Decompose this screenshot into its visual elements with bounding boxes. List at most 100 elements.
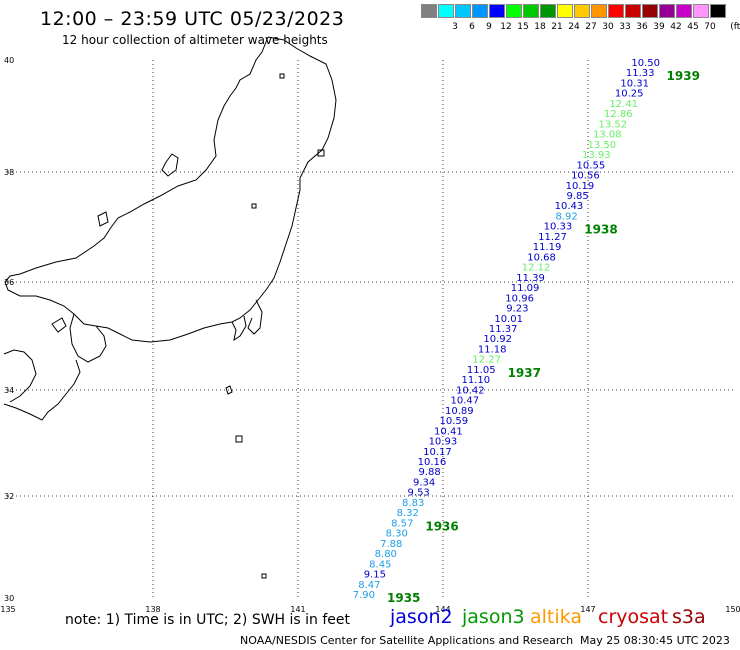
legend-swatch (523, 4, 539, 18)
legend-label: 70 (704, 22, 716, 32)
footer-credit: NOAA/NESDIS Center for Satellite Applica… (240, 634, 574, 647)
legend-swatch (557, 4, 573, 18)
shikoku-coastline (3, 349, 37, 403)
lat-label: 32 (4, 492, 14, 501)
swh-value: 13.52 (598, 119, 627, 130)
swh-value: 8.80 (375, 549, 397, 560)
legend-swatch (455, 4, 471, 18)
swh-value: 8.30 (386, 529, 408, 540)
legend-swatch (676, 4, 692, 18)
map-title: 12:00 – 23:59 UTC 05/23/2023 (40, 8, 345, 30)
swh-value: 10.89 (445, 406, 474, 417)
legend-label: 3 (452, 22, 458, 32)
legend-swatch (625, 4, 641, 18)
swh-value: 13.08 (593, 130, 622, 141)
legend-swatch (421, 4, 437, 18)
swh-value: 10.59 (440, 416, 469, 427)
axis-labels: 135 138 141 144 147 150 30 32 34 36 38 40 (0, 56, 740, 614)
swh-value: 9.88 (419, 467, 441, 478)
lat-label: 34 (4, 386, 14, 395)
izu-islet-1 (225, 385, 233, 395)
sado-island (161, 153, 179, 177)
pass-time-label: 1939 (667, 69, 700, 83)
swh-value: 10.33 (544, 222, 573, 233)
swh-value: 9.23 (506, 304, 528, 315)
kii-peninsula (69, 313, 107, 363)
generated-timestamp: May 25 08:30:45 UTC 2023 (580, 634, 730, 647)
lat-label: 38 (4, 168, 14, 177)
lon-label: 141 (290, 605, 305, 614)
swh-value: 10.19 (566, 181, 595, 192)
swh-value: 10.93 (429, 437, 458, 448)
legend-swatch (642, 4, 658, 18)
satellite-s3a: s3a (672, 606, 706, 628)
legend-unit: (ft) (730, 22, 740, 32)
legend-label: 24 (568, 22, 580, 32)
swh-value: 7.90 (353, 590, 375, 601)
satellite-jason2: jason2 (390, 606, 453, 628)
swh-value: 12.41 (609, 99, 638, 110)
swh-value: 12.86 (604, 109, 633, 120)
izu-islet-3 (261, 573, 267, 579)
lon-label: 150 (725, 605, 740, 614)
swh-value: 10.56 (571, 171, 600, 182)
swh-value: 11.27 (538, 232, 567, 243)
lat-label: 40 (4, 56, 14, 65)
noto-island (97, 211, 109, 227)
legend-label: 30 (602, 22, 614, 32)
legend-swatch (591, 4, 607, 18)
swh-value: 10.42 (456, 385, 485, 396)
swh-value: 10.01 (494, 314, 523, 325)
legend-swatch (472, 4, 488, 18)
swh-value: 8.47 (358, 580, 380, 591)
swh-value: 11.09 (511, 283, 540, 294)
swh-value: 11.18 (478, 344, 507, 355)
legend-label: 21 (551, 22, 563, 32)
legend-label: 9 (486, 22, 492, 32)
legend-label: 6 (469, 22, 475, 32)
lon-label: 138 (145, 605, 160, 614)
legend-swatch (574, 4, 590, 18)
swh-value: 12.12 (522, 263, 551, 274)
swh-value: 8.92 (556, 211, 578, 222)
swh-value: 11.33 (626, 68, 655, 79)
swh-value: 9.85 (566, 191, 588, 202)
swh-value: 8.57 (391, 518, 413, 529)
legend-swatch (659, 4, 675, 18)
map-subtitle: 12 hour collection of altimeter wave hei… (62, 33, 328, 47)
swh-value: 11.37 (489, 324, 518, 335)
swh-value: 10.55 (577, 160, 606, 171)
swh-value: 13.93 (582, 150, 611, 161)
legend-label: 18 (534, 22, 546, 32)
swh-value: 10.50 (631, 58, 660, 69)
legend-swatch (710, 4, 726, 18)
legend-swatch (608, 4, 624, 18)
lon-label: 144 (435, 605, 450, 614)
swh-value: 7.88 (380, 539, 402, 550)
note-text: note: 1) Time is in UTC; 2) SWH is in fe… (65, 612, 351, 628)
swh-value: 10.41 (434, 426, 463, 437)
swh-value: 10.43 (555, 201, 584, 212)
swh-value: 10.31 (620, 78, 649, 89)
swh-value: 10.96 (505, 293, 534, 304)
lon-label: 147 (580, 605, 595, 614)
lake-islet (251, 203, 257, 209)
legend-label: 45 (687, 22, 699, 32)
pass-time-label: 1936 (425, 519, 458, 533)
swh-value: 10.68 (527, 252, 556, 263)
altimeter-track: 10.5011.3310.3110.2512.4112.8613.5213.08… (353, 58, 660, 601)
lon-label: 135 (0, 605, 15, 614)
swh-value: 9.53 (408, 488, 430, 499)
pass-time-label: 1937 (508, 366, 541, 380)
satellite-cryosat: cryosat (598, 606, 669, 628)
eastern-islet (317, 149, 325, 157)
legend-label: 36 (636, 22, 648, 32)
swh-value: 13.50 (588, 140, 617, 151)
swh-value: 8.32 (397, 508, 419, 519)
legend-label: 39 (653, 22, 665, 32)
swh-value: 10.92 (483, 334, 512, 345)
legend-label: 42 (670, 22, 682, 32)
swh-value: 10.25 (615, 89, 644, 100)
swh-value: 9.34 (413, 477, 435, 488)
